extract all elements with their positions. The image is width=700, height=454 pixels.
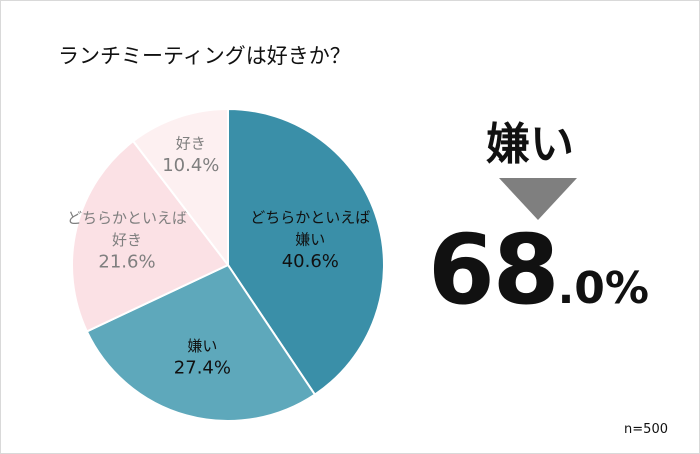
highlight-label: 嫌い: [486, 119, 574, 170]
pie-value-label-1: 40.6%: [282, 251, 339, 272]
pie-category-label-1: どちらかといえば: [250, 209, 370, 227]
sample-size-label: n=500: [624, 422, 668, 437]
down-arrow-icon: [499, 178, 577, 220]
pie-category-label-3: 好き: [112, 231, 142, 249]
pie-category-label-1: 嫌い: [295, 231, 325, 249]
chart-title: ランチミーティングは好きか？: [58, 44, 351, 68]
pie-slice-1: [227, 107, 385, 396]
highlight-value: 68.0%: [428, 222, 649, 318]
pie-slice-4: [131, 107, 229, 268]
pie-value-label-4: 10.4%: [162, 155, 219, 176]
pie-slice-3: [71, 139, 230, 333]
pie-value-label-2: 27.4%: [174, 358, 231, 379]
pie-category-label-2: 嫌い: [187, 337, 217, 355]
pie-slice-2: [85, 263, 317, 422]
pie-category-label-4: 好き: [176, 135, 206, 153]
highlight-value-decimal: .0%: [557, 263, 650, 314]
highlight-value-integer: 68: [428, 214, 560, 326]
pie-value-label-3: 21.6%: [98, 251, 155, 272]
pie-category-label-3: どちらかといえば: [67, 209, 187, 227]
